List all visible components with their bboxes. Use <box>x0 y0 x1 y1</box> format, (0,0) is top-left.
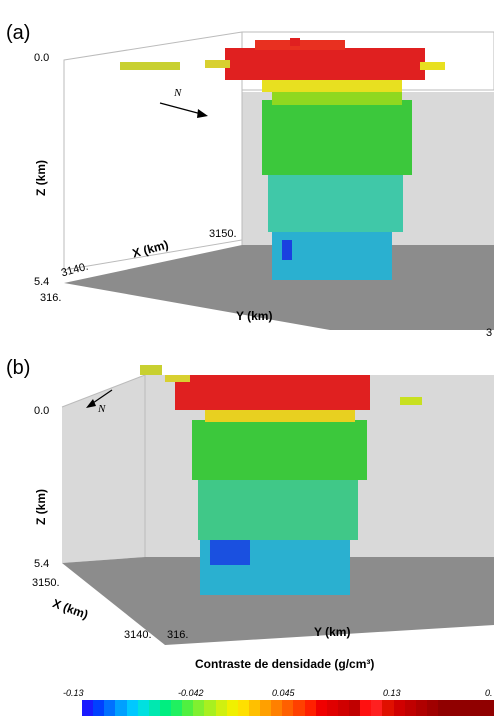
colorbar-swatch <box>204 700 216 716</box>
panel-a-y-axis-label: Y (km) <box>236 309 273 323</box>
panel-a-z-bottom-tick: 5.4 <box>34 276 50 288</box>
panel-b-y-tick-start: 316. <box>167 629 189 641</box>
colorbar-swatch <box>438 700 450 716</box>
colorbar-swatch <box>82 700 94 716</box>
panel-b-north-label: N <box>98 403 106 415</box>
colorbar-swatch <box>126 700 138 716</box>
colorbar-swatch <box>360 700 372 716</box>
colorbar-swatch <box>115 700 127 716</box>
colorbar-swatch <box>148 700 160 716</box>
panel-b-floor <box>62 557 494 645</box>
panel-b-plot <box>61 365 494 645</box>
colorbar-swatch <box>260 700 272 716</box>
colorbar-swatch <box>293 700 305 716</box>
colorbar-tick: 0.045 <box>272 688 295 698</box>
colorbar-swatch <box>104 700 116 716</box>
colorbar-tick: -0.042 <box>178 688 204 698</box>
colorbar-swatch <box>215 700 227 716</box>
colorbar-swatch <box>393 700 405 716</box>
panel-a-y-tick-end: 3 <box>486 327 493 339</box>
colorbar-swatch <box>460 700 472 716</box>
colorbar-title: Contraste de densidade (g/cm³) <box>195 657 375 671</box>
colorbar-swatch <box>226 700 238 716</box>
panel-b-z-top-tick: 0.0 <box>34 405 50 417</box>
colorbar: Contraste de densidade (g/cm³) -0.13 -0.… <box>0 645 494 716</box>
colorbar-swatch <box>193 700 205 716</box>
panel-b-z-axis-label: Z (km) <box>34 489 48 525</box>
panel-a-y-tick-start: 316. <box>40 292 62 304</box>
colorbar-swatch <box>93 700 105 716</box>
colorbar-swatch <box>426 700 438 716</box>
panel-a-north-arrow <box>159 102 206 116</box>
colorbar-swatch <box>248 700 260 716</box>
panel-a-density-body <box>120 38 445 280</box>
panel-b-density-body <box>140 365 422 595</box>
colorbar-swatch <box>337 700 349 716</box>
colorbar-swatch <box>315 700 327 716</box>
colorbar-gradient <box>82 700 494 716</box>
panel-b-x-tick-b: 3140. <box>124 629 152 641</box>
colorbar-tick: -0.13 <box>63 688 84 698</box>
colorbar-swatch <box>482 700 494 716</box>
panel-b-z-bottom-tick: 5.4 <box>34 558 50 570</box>
colorbar-swatch <box>159 700 171 716</box>
colorbar-swatch <box>182 700 194 716</box>
panel-b-letter: (b) <box>6 357 31 379</box>
panel-b-y-axis-label: Y (km) <box>314 625 351 639</box>
colorbar-swatch <box>415 700 427 716</box>
colorbar-swatch <box>304 700 316 716</box>
colorbar-tick: 0.13 <box>383 688 401 698</box>
panel-a-letter: (a) <box>6 22 31 44</box>
colorbar-swatch <box>137 700 149 716</box>
panel-a-z-axis-label: Z (km) <box>34 160 48 196</box>
panel-a: (a) N 0.0 5.4 Z (km) X (km) 3140. 3150. … <box>0 0 494 345</box>
colorbar-swatch <box>349 700 361 716</box>
colorbar-swatch <box>449 700 461 716</box>
colorbar-swatch <box>371 700 383 716</box>
colorbar-swatch <box>382 700 394 716</box>
colorbar-swatch <box>404 700 416 716</box>
colorbar-swatch <box>326 700 338 716</box>
panel-a-x-tick-b: 3150. <box>209 228 237 240</box>
panel-b-x-tick-a: 3150. <box>32 577 60 589</box>
panel-a-z-top-tick: 0.0 <box>34 52 50 64</box>
panel-a-north-label: N <box>174 87 182 99</box>
colorbar-swatch <box>171 700 183 716</box>
colorbar-swatch <box>471 700 483 716</box>
colorbar-tick: 0. <box>485 688 493 698</box>
panel-b: (b) N 0.0 5.4 Z (km) X (km) 3150. 3140. … <box>0 345 494 645</box>
colorbar-swatch <box>271 700 283 716</box>
colorbar-swatch <box>237 700 249 716</box>
colorbar-swatch <box>282 700 294 716</box>
panel-a-plot <box>63 31 494 330</box>
